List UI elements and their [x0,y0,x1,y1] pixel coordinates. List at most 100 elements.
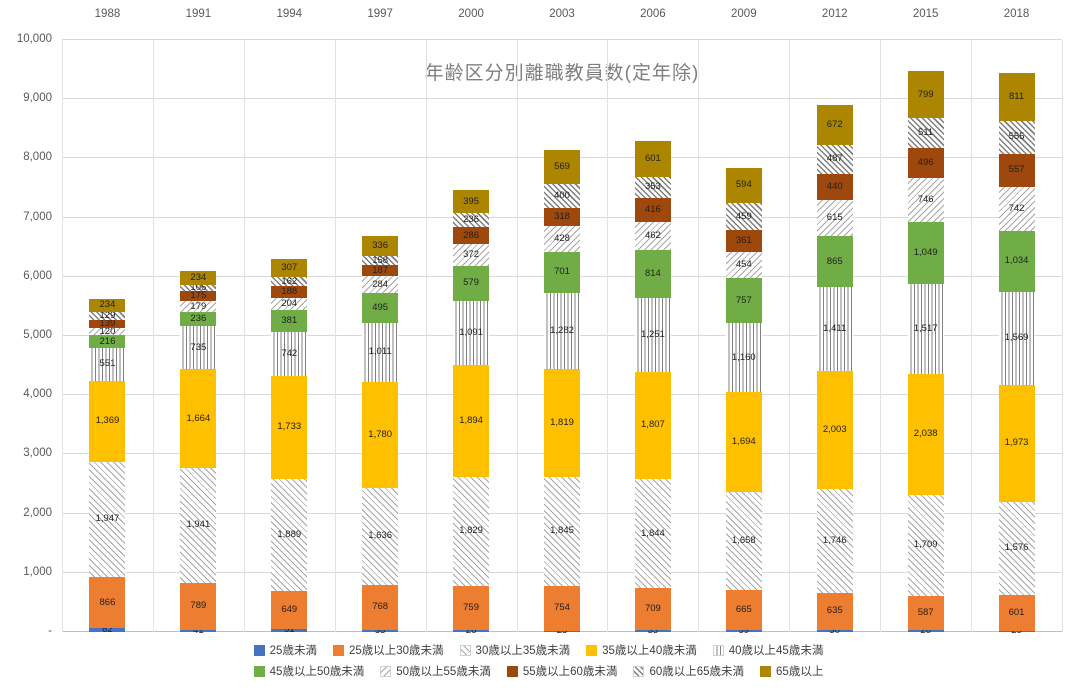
data-label: 129 [99,310,116,322]
bar-segment: 814 [634,249,671,298]
data-label: 1,636 [368,530,393,542]
bar-segment: 789 [180,582,217,630]
data-label: 1,251 [641,328,665,340]
bar-segment: 866 [89,577,126,629]
bar-segment: 1,091 [453,300,490,366]
bar-segment: 742 [998,186,1035,231]
bar-segment: 768 [362,584,399,631]
data-label: 1,845 [550,525,574,537]
bar-segment: 1,369 [89,380,126,462]
gridline-vertical [243,40,245,632]
data-label: 1,517 [913,322,938,334]
data-label: 495 [372,301,389,313]
bar-segment: 551 [89,348,126,381]
bar-segment: 234 [180,270,217,285]
legend-item: 60歳以上65歳未満 [633,663,744,679]
bar-segment: 236 [180,311,217,326]
data-label: 735 [190,341,207,353]
data-label: 811 [1008,91,1025,102]
data-label: 30 [829,625,841,637]
data-label: 2,038 [913,428,938,440]
legend-swatch-icon [633,665,645,677]
data-label: 234 [99,299,116,311]
bar-segment: 23 [544,626,580,636]
plot-area: 年齢区分別離職教員数(定年除) 62 866 1,947 1,369 551 216 120… [62,39,1063,636]
data-label: 361 [735,234,752,246]
data-label: 1,733 [277,421,302,433]
bar-segment: 129 [89,310,126,322]
legend-swatch-icon [586,644,598,656]
data-label: 746 [917,193,934,205]
bar-segment: 318 [544,207,580,227]
bar-segment: 440 [816,173,853,200]
bar-segment: 601 [634,141,671,177]
data-label: 1,664 [186,412,211,424]
bar-segment: 1,829 [453,477,490,586]
bar-segment: 39 [725,625,762,635]
bar-segment: 139 [89,319,126,329]
bar-segment: 187 [362,264,399,277]
gridline-vertical [152,40,154,632]
bar-segment: 41 [180,625,217,635]
data-label: 1,807 [641,419,665,431]
data-label: 1,889 [277,528,302,540]
data-label: 1,894 [459,415,483,427]
data-label: 336 [372,240,389,252]
data-label: 26 [920,625,931,637]
bar-segment: 234 [89,298,126,313]
y-tick-label: 10,000 [16,33,52,45]
bar-segment: 26 [453,626,490,636]
bar-segment: 1,973 [998,384,1035,502]
x-tick-label: 2018 [1003,8,1030,20]
data-label: 742 [281,348,298,360]
bar-segment: 1,844 [634,478,671,589]
legend-swatch-icon [459,644,471,656]
bar-segment: 811 [998,73,1035,121]
data-label: 1,011 [368,346,392,358]
legend-label: 25歳以上30歳未満 [348,645,444,657]
y-tick-label: 7,000 [23,210,52,223]
bar-segment: 557 [998,153,1035,187]
bar-segment: 204 [271,297,308,310]
data-label: 1,780 [368,429,393,441]
legend-swatch-icon [253,644,265,656]
data-label: 1,746 [822,534,847,546]
legend-label: 45歳以上50歳未満 [269,666,365,678]
bar-segment: 1,845 [544,476,580,587]
bar-segment: 286 [453,227,490,245]
data-label: 284 [372,278,389,290]
bar-segment: 106 [180,282,217,292]
data-label: 400 [554,189,570,201]
legend-label: 55歳以上60歳未満 [522,666,618,678]
data-label: 757 [735,294,752,306]
data-label: 216 [99,335,116,347]
bar-segment: 635 [816,592,853,631]
bar-segment: 120 [89,326,126,336]
data-label: 236 [190,312,207,324]
data-label: 1,941 [186,519,211,531]
data-label: 1,369 [95,415,120,427]
data-label: 428 [554,233,570,245]
bar-segment: 33 [634,626,671,636]
y-tick-label: 6,000 [23,269,52,282]
data-label: 62 [102,624,113,636]
bar-segment: 1,251 [634,297,671,372]
bar-segment: 1,034 [998,230,1035,292]
chart-title: 年齢区分別離職教員数(定年除) [424,63,700,84]
data-label: 353 [644,181,661,193]
bar-segment: 2,003 [816,370,853,490]
data-label: 236 [463,214,480,226]
bar-segment: 709 [634,588,671,631]
bar-segment: 162 [271,276,308,287]
data-label: 1,947 [95,513,120,525]
data-label: 187 [372,264,389,276]
data-label: 372 [463,249,480,261]
y-tick-label: 4,000 [23,388,52,401]
x-tick-label: 2006 [640,8,666,20]
data-label: 799 [917,88,934,100]
y-tick-label: 8,000 [23,151,52,164]
bar-segment: 1,160 [725,323,762,392]
bar-segment: 1,733 [271,376,308,479]
bar-segment: 672 [816,104,853,145]
bar-segment: 496 [907,148,944,178]
